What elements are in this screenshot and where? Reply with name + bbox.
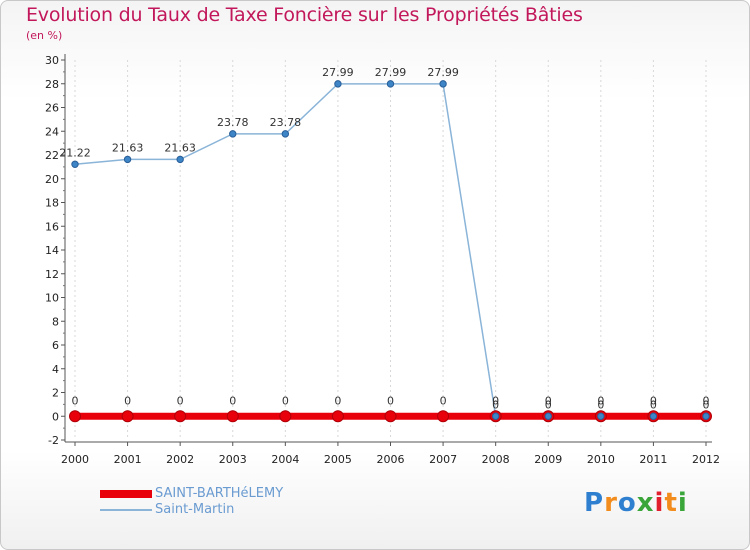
data-point-saint-martin — [229, 130, 237, 138]
y-tick-label: -2 — [48, 434, 59, 447]
data-label-saint-martin: 27.99 — [322, 66, 354, 79]
data-label-saint-barthelemy: 0 — [597, 394, 604, 407]
data-label-saint-martin: 0 — [597, 398, 604, 411]
data-label-saint-barthelemy: 0 — [229, 394, 236, 407]
data-label-saint-barthelemy: 0 — [282, 394, 289, 407]
data-label-saint-barthelemy: 0 — [334, 394, 341, 407]
legend-label-saint-martin: Saint-Martin — [155, 502, 235, 517]
data-label-saint-martin: 0 — [492, 398, 499, 411]
y-tick-label: 16 — [45, 220, 59, 233]
y-tick-label: 12 — [45, 268, 59, 281]
data-label-saint-martin: 21.22 — [59, 146, 91, 159]
y-tick-label: 24 — [45, 125, 59, 138]
x-tick-label: 2001 — [114, 453, 142, 466]
x-tick-label: 2009 — [534, 453, 562, 466]
x-tick-label: 2011 — [639, 453, 667, 466]
data-point-saint-martin — [123, 155, 132, 164]
y-tick-label: 28 — [45, 78, 59, 91]
x-tick-label: 2004 — [271, 453, 299, 466]
proxiti-logo: Proxiti — [584, 488, 688, 518]
data-point-saint-barthelemy — [279, 410, 292, 423]
y-tick-label: 2 — [52, 387, 59, 400]
data-point-saint-barthelemy — [226, 410, 239, 423]
x-tick-label: 2000 — [61, 453, 89, 466]
logo-letter: i — [677, 488, 688, 518]
data-label-saint-martin: 23.78 — [217, 116, 249, 129]
logo-letter: r — [604, 488, 618, 518]
data-point-saint-barthelemy — [331, 410, 344, 423]
data-point-saint-barthelemy — [384, 410, 397, 423]
legend-swatch-saint-martin — [100, 509, 152, 511]
data-label-saint-martin: 0 — [703, 398, 710, 411]
data-point-saint-martin — [71, 160, 79, 168]
logo-letter: i — [654, 488, 665, 518]
data-label-saint-martin: 27.99 — [375, 66, 407, 79]
data-label-saint-martin: 21.63 — [164, 141, 196, 154]
legend-swatch-saint-barthelemy — [100, 490, 152, 498]
data-point-saint-martin — [439, 80, 447, 88]
logo-letter: x — [636, 488, 655, 518]
x-tick-label: 2008 — [482, 453, 510, 466]
data-label-saint-barthelemy: 0 — [492, 394, 499, 407]
data-label-saint-barthelemy: 0 — [177, 394, 184, 407]
data-point-saint-martin — [597, 412, 605, 420]
x-tick-label: 2010 — [587, 453, 615, 466]
y-tick-label: 18 — [45, 197, 59, 210]
data-point-saint-martin — [491, 412, 500, 420]
logo-letter: t — [664, 488, 678, 518]
data-point-saint-martin — [544, 412, 552, 420]
legend-label-saint-barthelemy: SAINT-BARTHéLEMY — [155, 486, 284, 501]
data-point-saint-barthelemy — [69, 410, 81, 423]
y-tick-label: 8 — [52, 315, 59, 328]
data-point-saint-barthelemy — [437, 410, 450, 423]
x-tick-label: 2006 — [377, 453, 405, 466]
x-tick-label: 2012 — [692, 453, 720, 466]
data-point-saint-martin — [649, 412, 658, 420]
data-point-saint-martin — [281, 130, 290, 138]
data-label-saint-barthelemy: 0 — [703, 394, 710, 407]
data-label-saint-barthelemy: 0 — [545, 394, 552, 407]
y-tick-label: 14 — [45, 244, 59, 257]
data-label-saint-barthelemy: 0 — [72, 394, 79, 407]
y-tick-label: 10 — [45, 292, 59, 305]
y-tick-label: 26 — [45, 102, 59, 115]
logo-letter: o — [617, 488, 637, 518]
y-tick-label: 20 — [45, 173, 59, 186]
y-tick-label: 0 — [52, 410, 59, 423]
x-tick-label: 2005 — [324, 453, 352, 466]
data-point-saint-martin — [334, 80, 342, 88]
data-label-saint-martin: 27.99 — [427, 66, 459, 79]
y-tick-label: 6 — [52, 339, 59, 352]
x-tick-label: 2003 — [219, 453, 247, 466]
data-label-saint-barthelemy: 0 — [387, 394, 394, 407]
data-label-saint-martin: 0 — [545, 398, 552, 411]
data-point-saint-barthelemy — [121, 410, 134, 423]
y-tick-label: 4 — [52, 363, 59, 376]
chart-subtitle: (en %) — [26, 29, 63, 42]
data-label-saint-martin: 23.78 — [270, 116, 302, 129]
chart-title: Evolution du Taux de Taxe Foncière sur l… — [26, 4, 583, 26]
x-tick-label: 2007 — [429, 453, 457, 466]
data-point-saint-martin — [386, 80, 395, 88]
data-point-saint-martin — [176, 155, 184, 164]
data-point-saint-barthelemy — [174, 410, 187, 423]
data-label-saint-barthelemy: 0 — [440, 394, 447, 407]
y-tick-label: 22 — [45, 149, 59, 162]
data-point-saint-martin — [702, 412, 710, 420]
y-tick-label: 30 — [45, 54, 59, 67]
data-label-saint-martin: 21.63 — [112, 141, 144, 154]
x-tick-label: 2002 — [166, 453, 194, 466]
data-label-saint-martin: 0 — [650, 398, 657, 411]
data-label-saint-barthelemy: 0 — [124, 394, 131, 407]
logo-letter: P — [584, 488, 605, 518]
data-label-saint-barthelemy: 0 — [650, 394, 657, 407]
